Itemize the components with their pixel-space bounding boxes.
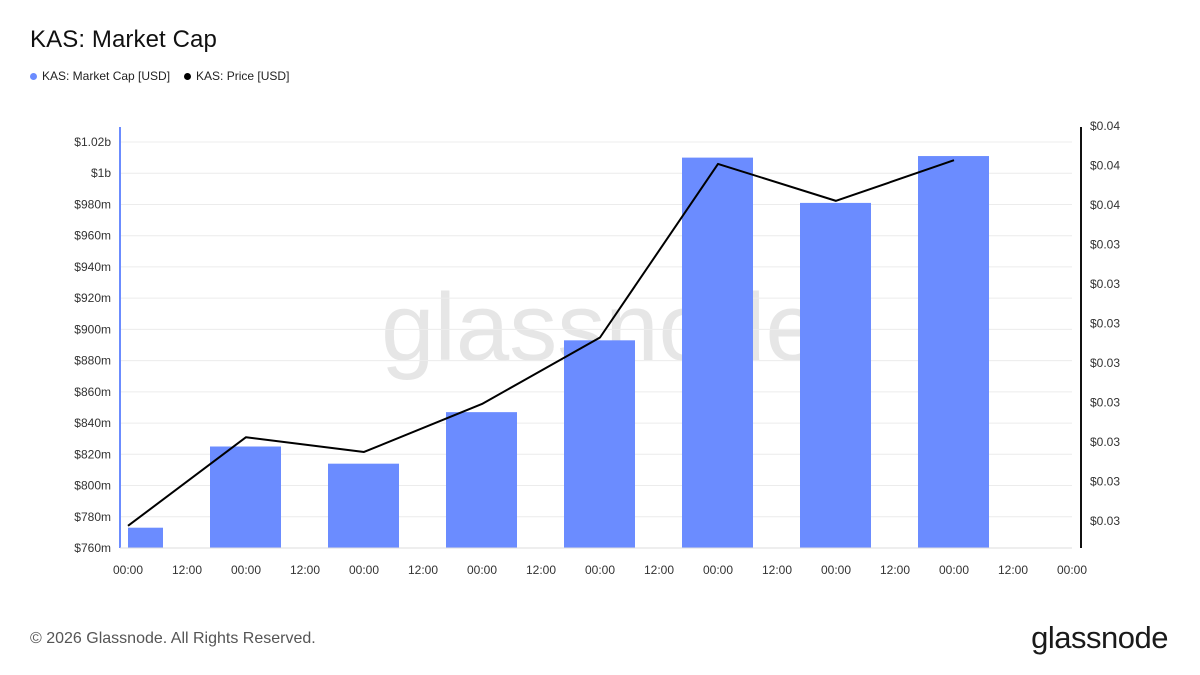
y-left-tick-label: $980m	[74, 197, 111, 211]
x-tick-label: 12:00	[526, 563, 556, 577]
y-right-tick-label: $0.04	[1090, 159, 1120, 173]
footer-logo: glassnode	[1031, 620, 1168, 655]
x-tick-label: 12:00	[408, 563, 438, 577]
y-left-tick-label: $960m	[74, 229, 111, 243]
x-tick-label: 12:00	[290, 563, 320, 577]
y-right-tick-label: $0.04	[1090, 198, 1120, 212]
y-left-tick-label: $760m	[74, 541, 111, 555]
axes: $760m $780m $800m $820m $840m $860m $880m $900m…	[74, 119, 1120, 577]
y-right-tick-label: $0.03	[1090, 356, 1120, 370]
y-left-tick-label: $780m	[74, 510, 111, 524]
x-tick-label: 00:00	[231, 563, 261, 577]
price-line	[127, 159, 955, 527]
bar	[564, 340, 635, 548]
y-left-tick-label: $880m	[74, 354, 111, 368]
bars	[128, 156, 989, 549]
bar	[918, 156, 989, 549]
y-right-tick-label: $0.03	[1090, 435, 1120, 449]
footer-copyright: © 2026 Glassnode. All Rights Reserved.	[30, 630, 316, 647]
y-left-tick-label: $940m	[74, 260, 111, 274]
y-right-tick-label: $0.03	[1090, 238, 1120, 252]
y-left-tick-label: $840m	[74, 416, 111, 430]
legend-dot-price	[184, 72, 192, 80]
legend-item-price[interactable]: KAS: Price [USD]	[184, 69, 289, 83]
legend: KAS: Market Cap [USD] KAS: Price [USD]	[30, 69, 303, 83]
y-right-tick-label: $0.03	[1090, 475, 1120, 489]
x-tick-label: 12:00	[172, 563, 202, 577]
bar	[446, 412, 517, 548]
bar	[682, 157, 753, 548]
legend-label-price: KAS: Price [USD]	[196, 69, 290, 83]
y-left-tick-label: $1.02b	[74, 135, 111, 149]
y-left-tick-label: $800m	[74, 479, 111, 493]
x-tick-label: 00:00	[821, 563, 851, 577]
y-right-tick-label: $0.04	[1090, 119, 1120, 133]
x-tick-label: 12:00	[644, 563, 674, 577]
legend-dot-market-cap	[30, 72, 37, 80]
bar	[210, 446, 281, 548]
x-tick-label: 12:00	[762, 563, 792, 577]
x-tick-label: 12:00	[998, 563, 1028, 577]
y-left-tick-label: $1b	[91, 166, 111, 180]
x-tick-label: 00:00	[349, 563, 379, 577]
y-right-tick-label: $0.03	[1090, 317, 1120, 331]
x-tick-label: 00:00	[467, 563, 497, 577]
chart-title: KAS: Market Cap	[30, 26, 217, 53]
x-tick-label: 00:00	[113, 563, 143, 577]
x-tick-label: 00:00	[703, 563, 733, 577]
bar	[800, 202, 871, 548]
x-tick-label: 00:00	[939, 563, 969, 577]
x-tick-label: 12:00	[880, 563, 910, 577]
x-tick-label: 00:00	[585, 563, 615, 577]
price-line-path	[127, 159, 955, 527]
y-right-tick-label: $0.03	[1090, 396, 1120, 410]
y-left-tick-label: $860m	[74, 385, 111, 399]
y-left-tick-label: $920m	[74, 291, 111, 305]
legend-item-market-cap[interactable]: KAS: Market Cap [USD]	[30, 69, 170, 83]
y-left-tick-label: $900m	[74, 322, 111, 336]
x-tick-label: 00:00	[1057, 563, 1087, 577]
bar	[128, 527, 163, 548]
legend-label-market-cap: KAS: Market Cap [USD]	[42, 69, 171, 83]
y-left-tick-label: $820m	[74, 447, 111, 461]
y-right-tick-label: $0.03	[1090, 277, 1120, 291]
y-right-tick-label: $0.03	[1090, 514, 1120, 528]
bar	[328, 463, 399, 548]
